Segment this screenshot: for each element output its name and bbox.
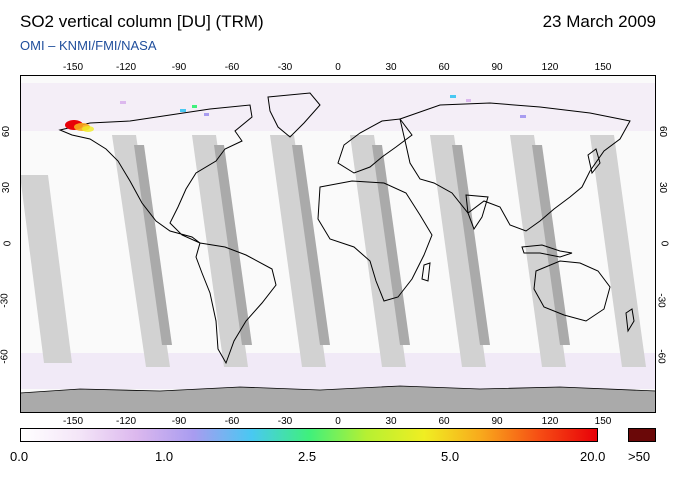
lon-tick-top: -120: [115, 62, 136, 73]
lon-tick-bottom: 90: [491, 416, 503, 427]
lat-tick-left: 0: [2, 240, 14, 247]
south-america-coast: [195, 242, 277, 365]
legend-label-0: 0.0: [10, 449, 29, 464]
credit-line: OMI – KNMI/FMI/NASA: [20, 38, 157, 53]
speckle: [466, 99, 471, 102]
orbit-gap: [270, 135, 326, 367]
north-america-coast: [58, 104, 253, 244]
indonesia-coast: [521, 244, 573, 258]
orbit-overlap: [292, 145, 330, 345]
credit-org: KNMI/FMI/NASA: [59, 38, 157, 53]
lon-tick-bottom: 0: [335, 416, 341, 427]
lon-tick-bottom: -60: [224, 416, 240, 427]
orbit-gap: [192, 135, 248, 367]
orbit-gap: [112, 135, 170, 367]
india-coast: [465, 194, 489, 231]
lon-tick-top: 120: [541, 62, 559, 73]
lon-tick-top: 0: [335, 62, 341, 73]
map-date: 23 March 2009: [542, 12, 656, 31]
so2-colorbar: [20, 428, 598, 442]
lon-tick-top: 90: [491, 62, 503, 73]
speckle: [520, 115, 526, 118]
orbit-overlap: [214, 145, 252, 345]
lat-tick-left: -30: [0, 293, 11, 308]
greenland-coast: [267, 92, 321, 138]
lon-tick-bottom: 30: [385, 416, 397, 427]
orbit-overlap: [134, 145, 172, 345]
lon-tick-top: 60: [438, 62, 450, 73]
orbit-overlap: [532, 145, 570, 345]
arctic-noise-band: [20, 83, 656, 131]
legend-label-3: 5.0: [441, 449, 460, 464]
lat-tick-right: 60: [657, 125, 669, 138]
lat-tick-left: -60: [0, 349, 11, 364]
lon-tick-bottom: -90: [171, 416, 187, 427]
lon-tick-bottom: 60: [438, 416, 450, 427]
lon-tick-top: 150: [594, 62, 612, 73]
map-title: SO2 vertical column [DU] (TRM): [20, 12, 264, 31]
legend-label-2: 2.5: [298, 449, 317, 464]
madagascar-coast: [421, 262, 431, 282]
lon-tick-bottom: 150: [594, 416, 612, 427]
credit-prefix: OMI –: [20, 38, 60, 53]
arctic-speckles: [120, 95, 526, 118]
lon-tick-bottom: -150: [62, 416, 83, 427]
speckle: [450, 95, 456, 98]
lon-tick-top: -60: [224, 62, 240, 73]
lon-tick-top: -90: [171, 62, 187, 73]
orbit-overlap: [372, 145, 410, 345]
coastlines: [58, 92, 635, 365]
africa-coast: [317, 180, 433, 302]
orbit-gap: [430, 135, 486, 367]
plume-outer: [82, 126, 94, 132]
speckle: [180, 109, 186, 112]
japan-coast: [587, 148, 601, 175]
orbit-gap: [350, 135, 406, 367]
orbit-overlap: [452, 145, 490, 345]
legend-label-5: >50: [628, 449, 651, 464]
legend-label-1: 1.0: [155, 449, 174, 464]
new-zealand-coast: [625, 308, 635, 333]
lon-tick-top: -150: [62, 62, 83, 73]
lon-tick-bottom: 120: [541, 416, 559, 427]
so2-over-50-swatch: [628, 428, 656, 442]
lat-tick-right: 0: [658, 240, 670, 247]
speckle: [192, 105, 197, 108]
orbit-overlaps: [134, 145, 570, 345]
europe-coast: [337, 118, 413, 174]
lon-tick-bottom: -120: [115, 416, 136, 427]
speckle: [120, 101, 126, 104]
australia-coast: [533, 260, 611, 322]
lon-tick-top: 30: [385, 62, 397, 73]
speckle: [204, 113, 209, 116]
lon-tick-top: -30: [277, 62, 293, 73]
legend-label-4: 20.0: [580, 449, 606, 464]
lat-tick-left: 60: [1, 125, 13, 138]
lat-tick-left: 30: [1, 181, 13, 194]
asia-coast: [399, 102, 631, 232]
lon-tick-bottom: -30: [277, 416, 293, 427]
orbit-gap: [510, 135, 566, 367]
map-frame: [20, 75, 656, 413]
orbit-gap: [20, 175, 72, 363]
lat-tick-right: 30: [657, 181, 669, 194]
lat-tick-right: -30: [655, 293, 667, 308]
so2-plume: [65, 120, 94, 132]
so2-map: [20, 75, 656, 413]
antarctica: [20, 385, 656, 413]
lat-tick-right: -60: [655, 349, 667, 364]
